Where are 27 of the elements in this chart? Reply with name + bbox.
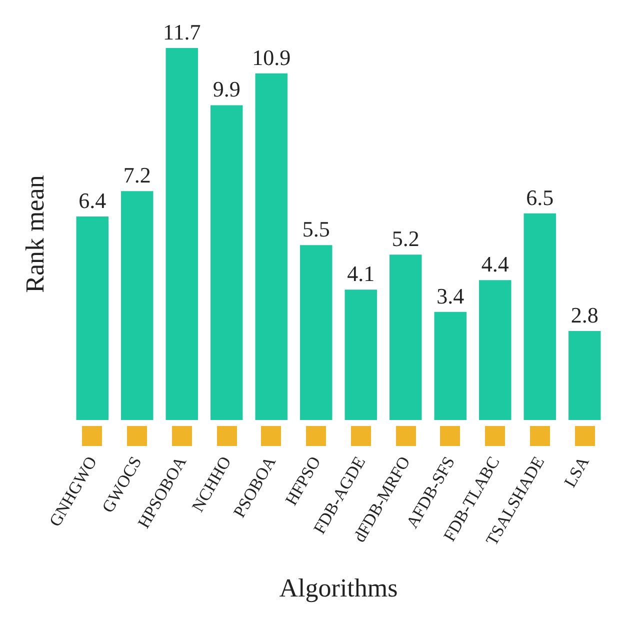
data-label: 5.2 bbox=[392, 226, 420, 252]
data-label: 4.1 bbox=[347, 261, 375, 286]
data-label: 10.9 bbox=[252, 44, 291, 70]
data-label: 3.4 bbox=[436, 283, 464, 308]
data-label: 6.4 bbox=[78, 188, 106, 214]
bar bbox=[255, 73, 288, 420]
bar bbox=[300, 245, 332, 420]
bar bbox=[344, 290, 377, 420]
data-label: 6.5 bbox=[526, 184, 554, 210]
bar bbox=[390, 254, 422, 420]
data-label: 2.8 bbox=[570, 302, 598, 328]
data-label: 5.5 bbox=[302, 216, 330, 242]
bar bbox=[166, 48, 198, 420]
bar bbox=[479, 280, 512, 420]
bar bbox=[121, 191, 154, 420]
data-label: 7.2 bbox=[123, 162, 151, 188]
data-label: 9.9 bbox=[212, 76, 240, 102]
bar bbox=[524, 213, 556, 420]
x-tick-label: LSA bbox=[560, 452, 594, 491]
x-axis-title: Algorithms bbox=[279, 574, 398, 602]
y-axis-title: Rank mean bbox=[20, 175, 50, 293]
bar bbox=[568, 330, 601, 420]
bar bbox=[434, 312, 466, 420]
data-label: 4.4 bbox=[481, 252, 509, 277]
bar bbox=[76, 216, 108, 420]
bar bbox=[210, 105, 243, 420]
data-label: 11.7 bbox=[163, 20, 201, 44]
